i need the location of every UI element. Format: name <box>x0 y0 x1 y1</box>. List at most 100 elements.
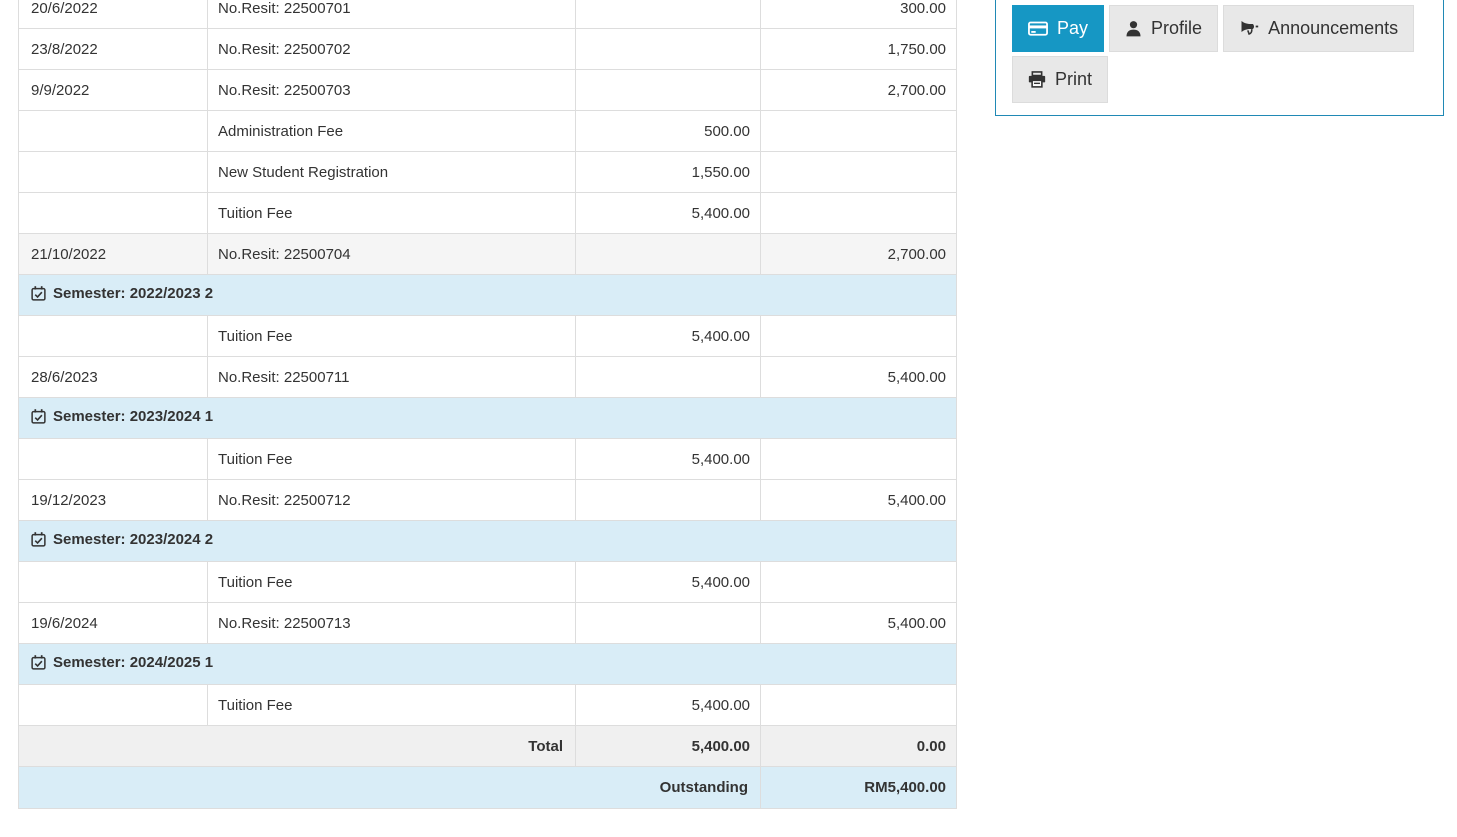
total-row: Total 5,400.00 0.00 <box>18 725 957 767</box>
fee-row: 19/12/2023 No.Resit: 22500712 5,400.00 <box>18 479 957 521</box>
calendar-check-icon <box>31 655 46 670</box>
fee-row-payment <box>760 110 957 152</box>
button-label: Pay <box>1057 18 1089 38</box>
fee-row-description: No.Resit: 22500703 <box>207 69 576 111</box>
fee-row-charge <box>575 233 761 275</box>
fee-row-payment <box>760 315 957 357</box>
total-payment: 0.00 <box>760 725 957 767</box>
fee-row-payment: 2,700.00 <box>760 233 957 275</box>
semester-label: Semester: 2022/2023 2 <box>53 285 214 302</box>
fee-row-charge <box>575 602 761 644</box>
bullhorn-icon <box>1239 20 1259 37</box>
fee-row-charge <box>575 0 761 29</box>
outstanding-amount: RM5,400.00 <box>760 766 957 809</box>
semester-header-row: Semester: 2023/2024 2 <box>18 520 957 562</box>
outstanding-label: Outstanding <box>18 766 761 809</box>
fee-row-description: Tuition Fee <box>207 192 576 234</box>
profile-button[interactable]: Profile <box>1109 5 1219 52</box>
fee-row: 23/8/2022 No.Resit: 22500702 1,750.00 <box>18 28 957 70</box>
fee-row-date <box>18 151 208 193</box>
user-icon <box>1125 20 1142 37</box>
pay-button[interactable]: Pay <box>1012 5 1105 52</box>
fee-row: Administration Fee 500.00 <box>18 110 957 152</box>
actions-button-row: Pay Profile Announcements Print <box>1012 5 1427 103</box>
calendar-check-icon <box>31 409 46 424</box>
fee-row-description: No.Resit: 22500711 <box>207 356 576 398</box>
fee-row-description: Administration Fee <box>207 110 576 152</box>
fee-row: 9/9/2022 No.Resit: 22500703 2,700.00 <box>18 69 957 111</box>
fee-row-charge <box>575 28 761 70</box>
fee-row-charge <box>575 356 761 398</box>
fee-row-date: 28/6/2023 <box>18 356 208 398</box>
fee-row-description: No.Resit: 22500713 <box>207 602 576 644</box>
fee-row-description: No.Resit: 22500702 <box>207 28 576 70</box>
fee-row-charge: 5,400.00 <box>575 192 761 234</box>
button-label: Announcements <box>1268 18 1399 38</box>
fee-row-date <box>18 192 208 234</box>
fee-row-payment <box>760 192 957 234</box>
fee-row-date: 23/8/2022 <box>18 28 208 70</box>
fee-row-description: Tuition Fee <box>207 561 576 603</box>
button-label: Print <box>1055 69 1093 89</box>
fee-row: 28/6/2023 No.Resit: 22500711 5,400.00 <box>18 356 957 398</box>
fee-row-payment: 5,400.00 <box>760 602 957 644</box>
fee-row: 20/6/2022 No.Resit: 22500701 300.00 <box>18 0 957 29</box>
semester-label: Semester: 2023/2024 1 <box>53 408 214 425</box>
fee-statement-section: 20/6/2022 No.Resit: 22500701 300.00 23/8/20… <box>18 0 957 809</box>
fee-row-description: Tuition Fee <box>207 315 576 357</box>
fee-row-charge: 5,400.00 <box>575 438 761 480</box>
semester-label: Semester: 2024/2025 1 <box>53 654 214 671</box>
credit-card-icon <box>1028 20 1048 37</box>
outstanding-row: Outstanding RM5,400.00 <box>18 766 957 809</box>
fee-row-charge: 5,400.00 <box>575 561 761 603</box>
fee-row-payment <box>760 438 957 480</box>
fee-row-charge: 5,400.00 <box>575 315 761 357</box>
fee-row: Tuition Fee 5,400.00 <box>18 315 957 357</box>
fee-row: Tuition Fee 5,400.00 <box>18 438 957 480</box>
fee-row-payment: 1,750.00 <box>760 28 957 70</box>
fee-row-date <box>18 684 208 726</box>
fee-row-payment <box>760 684 957 726</box>
fee-row-date <box>18 438 208 480</box>
fee-row-payment <box>760 151 957 193</box>
fee-row-description: New Student Registration <box>207 151 576 193</box>
fee-row: New Student Registration 1,550.00 <box>18 151 957 193</box>
fee-row: 21/10/2022 No.Resit: 22500704 2,700.00 <box>18 233 957 275</box>
fee-row-description: No.Resit: 22500704 <box>207 233 576 275</box>
fee-row-payment <box>760 561 957 603</box>
calendar-check-icon <box>31 532 46 547</box>
fee-row-payment: 300.00 <box>760 0 957 29</box>
fee-row-date: 19/12/2023 <box>18 479 208 521</box>
fee-row-charge <box>575 69 761 111</box>
fee-row-description: No.Resit: 22500712 <box>207 479 576 521</box>
button-label: Profile <box>1151 18 1203 38</box>
fee-row-charge <box>575 479 761 521</box>
fee-row-description: Tuition Fee <box>207 438 576 480</box>
fee-row-charge: 5,400.00 <box>575 684 761 726</box>
actions-panel: Pay Profile Announcements Print <box>995 0 1444 116</box>
fee-row-payment: 5,400.00 <box>760 479 957 521</box>
fee-row-description: Tuition Fee <box>207 684 576 726</box>
fee-row-payment: 2,700.00 <box>760 69 957 111</box>
semester-header-row: Semester: 2022/2023 2 <box>18 274 957 316</box>
print-button[interactable]: Print <box>1012 56 1109 103</box>
fee-row-date: 21/10/2022 <box>18 233 208 275</box>
fee-row: Tuition Fee 5,400.00 <box>18 684 957 726</box>
fee-row-payment: 5,400.00 <box>760 356 957 398</box>
fee-row-date <box>18 561 208 603</box>
printer-icon <box>1028 70 1046 89</box>
fee-statement-table: 20/6/2022 No.Resit: 22500701 300.00 23/8/20… <box>18 0 957 809</box>
fee-row-date: 9/9/2022 <box>18 69 208 111</box>
fee-row: 19/6/2024 No.Resit: 22500713 5,400.00 <box>18 602 957 644</box>
fee-row-charge: 500.00 <box>575 110 761 152</box>
calendar-check-icon <box>31 286 46 301</box>
total-charge: 5,400.00 <box>575 725 761 767</box>
fee-row-date: 20/6/2022 <box>18 0 208 29</box>
fee-row: Tuition Fee 5,400.00 <box>18 192 957 234</box>
announcements-button[interactable]: Announcements <box>1223 5 1415 52</box>
fee-row-date <box>18 110 208 152</box>
total-label: Total <box>18 725 576 767</box>
semester-header-row: Semester: 2024/2025 1 <box>18 643 957 685</box>
fee-row-date: 19/6/2024 <box>18 602 208 644</box>
fee-row-date <box>18 315 208 357</box>
